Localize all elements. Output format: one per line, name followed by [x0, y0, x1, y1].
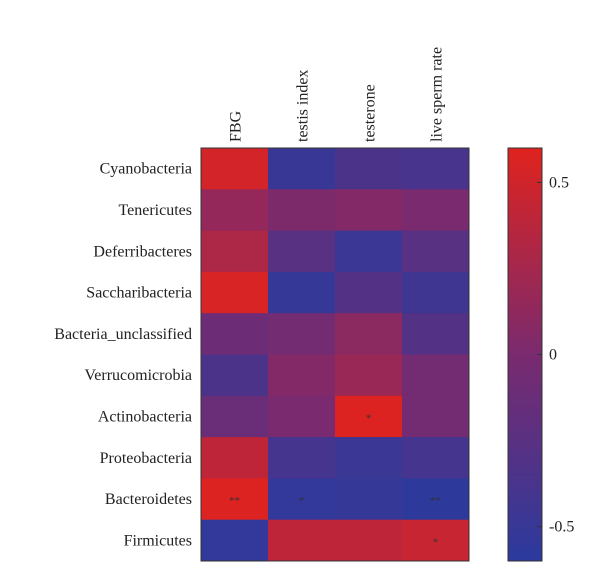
- heatmap-cell: [335, 271, 403, 314]
- row-label: Saccharibacteria: [86, 285, 192, 302]
- significance-marker: **: [430, 495, 441, 507]
- heatmap-cell: [335, 148, 403, 190]
- row-label: Cyanobacteria: [100, 161, 192, 178]
- heatmap-cell: [335, 437, 403, 479]
- heatmap-cell: [268, 148, 336, 190]
- heatmap-cell: [201, 354, 269, 397]
- row-label: Verrucomicrobia: [84, 367, 192, 384]
- colorbar-tick-label: -0.5: [549, 519, 574, 536]
- significance-marker: *: [433, 536, 439, 548]
- heatmap-cell: [402, 313, 470, 355]
- heatmap-cell: [201, 313, 269, 355]
- colorbar-tick-label: 0.5: [549, 174, 569, 191]
- heatmap-cell: [201, 230, 269, 273]
- heatmap-cell: [268, 230, 336, 273]
- significance-marker: *: [299, 495, 305, 507]
- colorbar-tick-label: 0: [549, 347, 557, 364]
- heatmap-cell: [268, 437, 336, 479]
- heatmap-cell: [402, 437, 470, 479]
- heatmap-cell: [201, 519, 269, 562]
- heatmap-cells: [201, 148, 470, 562]
- row-label: Tenericutes: [118, 202, 192, 219]
- column-label: FBG: [228, 110, 245, 142]
- row-label: Actinobacteria: [98, 408, 192, 425]
- row-label: Bacteria_unclassified: [54, 326, 192, 343]
- heatmap-cell: [335, 189, 403, 232]
- column-label: testis index: [295, 70, 312, 142]
- heatmap-cell: [402, 230, 470, 273]
- row-label: Proteobacteria: [100, 450, 192, 467]
- heatmap-cell: [201, 271, 269, 314]
- row-labels: Cyanobacteria Tenericutes Deferribacteres S…: [54, 161, 192, 550]
- heatmap-cell: [402, 148, 470, 190]
- heatmap-cell: [268, 519, 336, 562]
- heatmap-cell: [268, 395, 336, 438]
- heatmap-cell: [335, 519, 403, 562]
- heatmap-cell: [402, 395, 470, 438]
- heatmap-cell: [268, 189, 336, 232]
- column-label: testerone: [362, 84, 379, 142]
- heatmap-cell: [402, 271, 470, 314]
- heatmap-cell: [402, 519, 470, 562]
- heatmap-cell: [268, 271, 336, 314]
- heatmap-cell: [402, 478, 470, 521]
- heatmap-cell: [335, 478, 403, 521]
- heatmap-cell: [268, 313, 336, 355]
- heatmap-frame: [200, 147, 470, 562]
- significance-markers: *** * ***: [229, 412, 441, 548]
- row-label: Firmicutes: [124, 532, 192, 549]
- heatmap-cell: [268, 354, 336, 397]
- heatmap-cell: [201, 478, 269, 521]
- row-label: Bacteroidetes: [105, 491, 192, 508]
- heatmap-cell: [335, 354, 403, 397]
- heatmap-cell: [201, 395, 269, 438]
- heatmap-cell: [201, 189, 269, 232]
- significance-marker: *: [366, 412, 372, 424]
- heatmap-cell: [402, 189, 470, 232]
- heatmap-cell: [268, 478, 336, 521]
- colorbar-ticks: 0.5 0 -0.5: [537, 174, 574, 536]
- heatmap-cell: [201, 437, 269, 479]
- row-label: Deferribacteres: [93, 243, 192, 260]
- heatmap-cell: [335, 395, 403, 438]
- heatmap-cell: [402, 354, 470, 397]
- heatmap-cell: [335, 313, 403, 355]
- colorbar: [507, 147, 543, 562]
- significance-marker: **: [229, 495, 240, 507]
- heatmap-cell: [335, 230, 403, 273]
- column-labels: FBG testis index testerone live sperm rate: [228, 47, 446, 142]
- column-label: live sperm rate: [429, 47, 446, 142]
- heatmap-cell: [201, 148, 269, 190]
